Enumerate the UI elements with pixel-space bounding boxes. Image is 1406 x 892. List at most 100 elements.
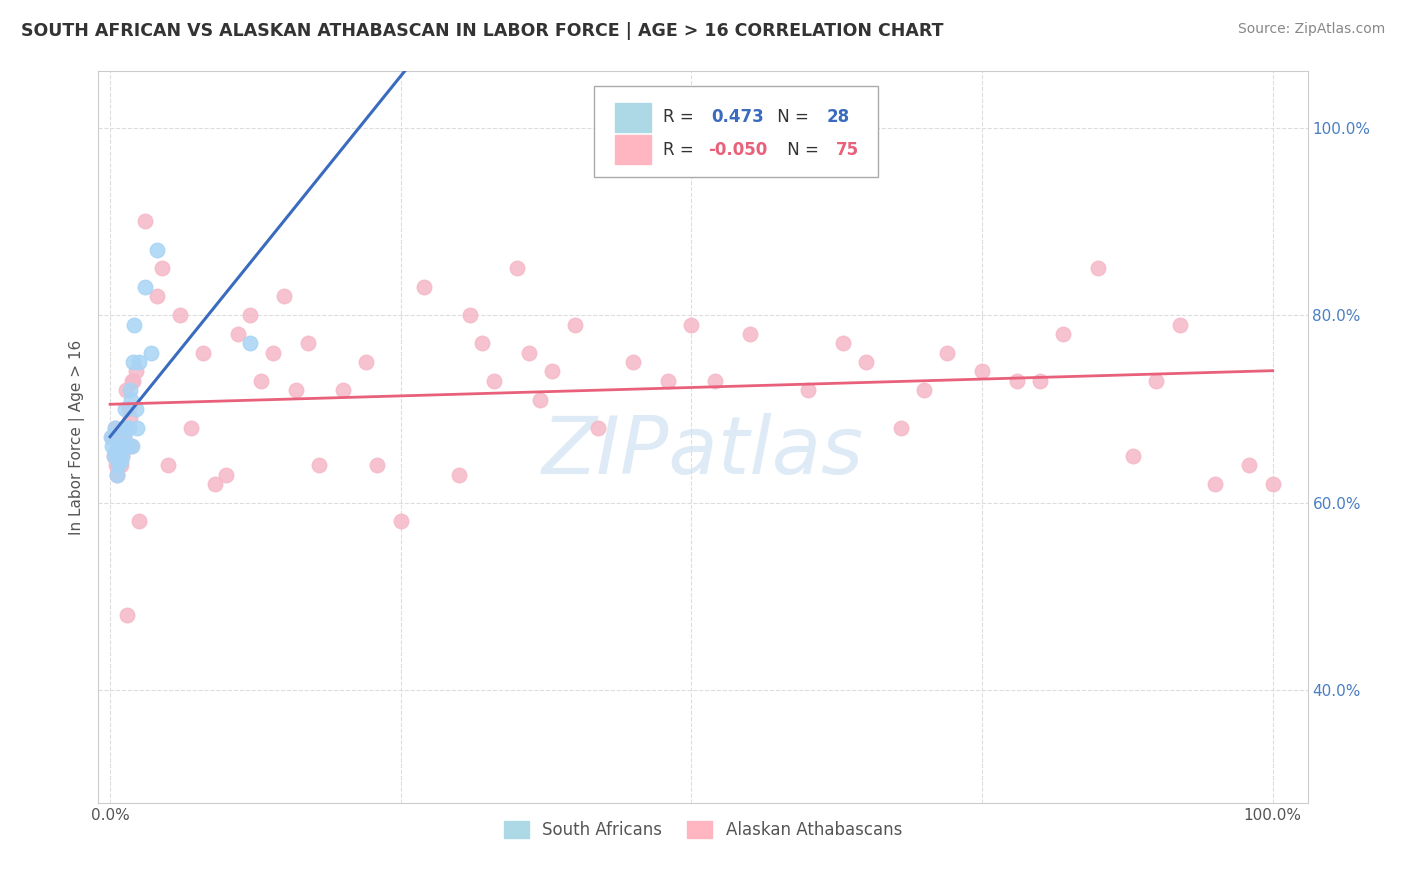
- Point: [970, 364, 993, 378]
- Point: [104, 458, 127, 473]
- Point: [332, 383, 354, 397]
- Point: [118, 383, 141, 397]
- Text: 28: 28: [827, 109, 849, 127]
- Point: [529, 392, 551, 407]
- Point: [118, 401, 141, 416]
- Point: [389, 515, 412, 529]
- Point: [262, 345, 284, 359]
- Point: [134, 214, 156, 228]
- Point: [107, 458, 129, 473]
- Point: [125, 420, 148, 434]
- Point: [890, 420, 912, 434]
- FancyBboxPatch shape: [595, 86, 879, 178]
- Point: [111, 440, 134, 454]
- Point: [703, 374, 725, 388]
- Point: [912, 383, 935, 397]
- Text: 75: 75: [837, 141, 859, 159]
- Y-axis label: In Labor Force | Age > 16: In Labor Force | Age > 16: [69, 340, 84, 534]
- Point: [297, 336, 319, 351]
- Point: [169, 308, 191, 322]
- Point: [107, 430, 129, 444]
- Point: [1029, 374, 1052, 388]
- Point: [1087, 261, 1109, 276]
- Point: [108, 440, 131, 454]
- Point: [115, 420, 138, 434]
- Point: [855, 355, 877, 369]
- Point: [413, 280, 436, 294]
- Point: [111, 440, 134, 454]
- Point: [1122, 449, 1144, 463]
- Point: [114, 401, 136, 416]
- Point: [145, 243, 167, 257]
- Point: [120, 392, 142, 407]
- Point: [204, 477, 226, 491]
- Point: [831, 336, 853, 351]
- Point: [738, 326, 761, 341]
- Point: [124, 364, 146, 378]
- Point: [111, 449, 134, 463]
- Point: [366, 458, 388, 473]
- Point: [471, 336, 494, 351]
- Point: [121, 374, 143, 388]
- Point: [115, 383, 138, 397]
- Point: [117, 440, 139, 454]
- Point: [796, 383, 818, 397]
- Bar: [614, 135, 651, 164]
- Point: [482, 374, 505, 388]
- Point: [124, 318, 146, 332]
- Point: [122, 355, 145, 369]
- Point: [1204, 477, 1226, 491]
- Point: [122, 374, 145, 388]
- Text: ZIPatlas: ZIPatlas: [541, 413, 865, 491]
- Point: [128, 355, 150, 369]
- Point: [621, 355, 644, 369]
- Point: [1005, 374, 1028, 388]
- Point: [100, 430, 122, 444]
- Point: [101, 430, 124, 444]
- Point: [239, 308, 262, 322]
- Point: [354, 355, 377, 369]
- Point: [117, 608, 139, 623]
- Point: [180, 420, 202, 434]
- Text: -0.050: -0.050: [707, 141, 768, 159]
- Point: [273, 289, 295, 303]
- Point: [121, 440, 143, 454]
- Point: [103, 449, 125, 463]
- Point: [460, 308, 482, 322]
- Point: [157, 458, 180, 473]
- Point: [506, 261, 529, 276]
- Point: [250, 374, 273, 388]
- Point: [564, 318, 586, 332]
- Point: [104, 420, 127, 434]
- Point: [1144, 374, 1167, 388]
- Point: [215, 467, 238, 482]
- Text: SOUTH AFRICAN VS ALASKAN ATHABASCAN IN LABOR FORCE | AGE > 16 CORRELATION CHART: SOUTH AFRICAN VS ALASKAN ATHABASCAN IN L…: [21, 22, 943, 40]
- Text: R =: R =: [664, 109, 699, 127]
- Bar: [614, 103, 651, 132]
- Point: [110, 458, 132, 473]
- Point: [120, 440, 142, 454]
- Point: [104, 420, 127, 434]
- Point: [239, 336, 262, 351]
- Point: [103, 449, 125, 463]
- Point: [114, 420, 136, 434]
- Point: [447, 467, 470, 482]
- Point: [936, 345, 959, 359]
- Point: [145, 289, 167, 303]
- Point: [118, 420, 141, 434]
- Point: [110, 453, 132, 467]
- Point: [139, 345, 162, 359]
- Text: Source: ZipAtlas.com: Source: ZipAtlas.com: [1237, 22, 1385, 37]
- Point: [112, 430, 135, 444]
- Point: [112, 430, 135, 444]
- Point: [150, 261, 173, 276]
- Point: [108, 440, 131, 454]
- Point: [191, 345, 214, 359]
- Text: N =: N =: [772, 109, 814, 127]
- Point: [118, 411, 141, 425]
- Point: [1261, 477, 1284, 491]
- Point: [1052, 326, 1074, 341]
- Point: [540, 364, 562, 378]
- Point: [657, 374, 679, 388]
- Point: [105, 467, 128, 482]
